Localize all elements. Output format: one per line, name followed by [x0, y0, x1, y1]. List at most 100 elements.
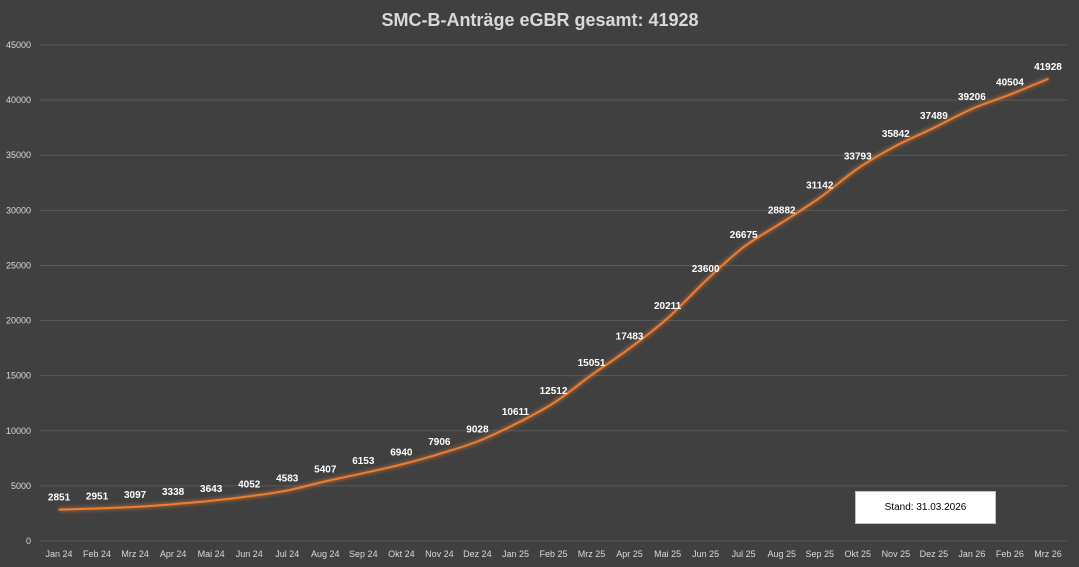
data-label: 26675	[730, 230, 758, 241]
x-tick-label: Mai 24	[198, 549, 225, 559]
data-point	[438, 453, 441, 455]
x-tick-label: Dez 24	[463, 549, 492, 559]
x-tick-label: Mai 25	[654, 549, 681, 559]
y-tick-label: 10000	[6, 426, 31, 436]
data-label: 4052	[238, 479, 261, 490]
data-point	[704, 280, 707, 282]
data-label: 39206	[958, 92, 986, 103]
gridlines	[40, 44, 1067, 542]
data-label: 41928	[1034, 62, 1062, 73]
data-point	[248, 495, 251, 498]
data-point	[590, 374, 593, 376]
data-point	[134, 506, 136, 508]
data-label: 3643	[200, 484, 223, 495]
x-tick-label: Mrz 24	[121, 549, 149, 559]
data-label: 3097	[124, 490, 147, 501]
data-point	[286, 489, 289, 492]
data-label: 15051	[578, 358, 606, 369]
data-point	[96, 507, 98, 510]
x-tick-label: Feb 24	[83, 549, 111, 559]
y-tick-label: 15000	[6, 371, 31, 381]
y-tick-label: 0	[26, 536, 31, 546]
data-point	[172, 503, 174, 506]
x-tick-label: Nov 24	[425, 549, 454, 559]
data-label: 17483	[616, 331, 644, 342]
data-label: 10611	[502, 407, 530, 418]
x-tick-label: Jan 24	[46, 549, 73, 559]
data-labels: 2851 2951 3097 3338 3643 4052 4583 5407 6153 6940…	[48, 62, 1062, 504]
data-point	[742, 246, 745, 248]
x-tick-label: Sep 25	[805, 549, 834, 559]
data-label: 6940	[390, 448, 413, 459]
data-point	[58, 508, 60, 511]
data-label: 2951	[86, 491, 109, 502]
y-tick-label: 25000	[6, 260, 31, 270]
data-point	[971, 108, 973, 110]
series-line	[58, 77, 1049, 511]
x-tick-label: Jul 24	[275, 549, 299, 559]
stand-date-label: Stand: 31.03.2026	[884, 502, 967, 513]
y-tick-label: 30000	[6, 205, 31, 215]
data-label: 35842	[882, 129, 910, 140]
data-point	[856, 167, 859, 170]
data-label: 9028	[466, 424, 489, 435]
data-point	[552, 402, 555, 404]
data-label: 33793	[844, 152, 872, 163]
data-point	[933, 126, 935, 129]
data-label: 40504	[996, 78, 1024, 89]
data-label: 3338	[162, 487, 185, 498]
y-tick-label: 35000	[6, 150, 31, 160]
x-tick-label: Apr 24	[160, 549, 187, 559]
y-tick-label: 20000	[6, 316, 31, 326]
x-tick-label: Jul 25	[732, 549, 756, 559]
data-point	[895, 145, 897, 147]
x-tick-label: Feb 26	[996, 549, 1024, 559]
x-tick-label: Nov 25	[882, 549, 911, 559]
y-tick-label: 40000	[6, 95, 31, 105]
data-point	[362, 472, 365, 474]
data-point	[818, 196, 821, 199]
data-label: 4583	[276, 473, 299, 484]
y-tick-label: 5000	[11, 481, 31, 491]
x-tick-label: Sep 24	[349, 549, 378, 559]
data-label: 28882	[768, 206, 796, 217]
data-point	[628, 347, 631, 350]
x-tick-label: Aug 25	[767, 549, 796, 559]
y-tick-label: 45000	[6, 40, 31, 50]
data-label: 37489	[920, 111, 948, 122]
x-tick-label: Mrz 26	[1034, 549, 1062, 559]
y-axis-ticks: 0 5000 10000 15000 20000 25000 30000 35000 40000…	[6, 40, 31, 546]
x-tick-label: Okt 24	[388, 549, 415, 559]
data-point	[476, 440, 479, 443]
x-tick-label: Dez 25	[920, 549, 949, 559]
x-tick-label: Jun 25	[692, 549, 719, 559]
data-point	[666, 317, 669, 320]
data-label: 5407	[314, 464, 337, 475]
data-label: 12512	[540, 386, 568, 397]
chart-title: SMC-B-Anträge eGBR gesamt: 41928	[381, 10, 698, 30]
data-label: 6153	[352, 456, 375, 467]
data-point	[780, 221, 783, 224]
data-label: 23600	[692, 264, 720, 275]
x-tick-label: Feb 25	[539, 549, 567, 559]
data-point	[1009, 93, 1011, 96]
stand-date-box: Stand: 31.03.2026	[855, 491, 996, 524]
data-point	[514, 423, 517, 425]
series-line-group	[58, 77, 1049, 511]
data-point	[324, 480, 327, 483]
data-label: 31142	[806, 181, 834, 192]
data-point	[400, 463, 403, 466]
x-tick-label: Jan 25	[502, 549, 529, 559]
data-point	[210, 500, 212, 502]
x-tick-label: Mrz 25	[578, 549, 606, 559]
data-label: 7906	[428, 437, 451, 448]
x-tick-label: Okt 25	[845, 549, 872, 559]
data-point	[1047, 78, 1049, 80]
x-tick-label: Jun 24	[236, 549, 263, 559]
x-axis-ticks: Jan 24 Feb 24 Mrz 24 Apr 24 Mai 24 Jun 24 Jul …	[46, 549, 1062, 559]
x-tick-label: Apr 25	[616, 549, 643, 559]
data-label: 20211	[654, 301, 682, 312]
x-tick-label: Aug 24	[311, 549, 340, 559]
